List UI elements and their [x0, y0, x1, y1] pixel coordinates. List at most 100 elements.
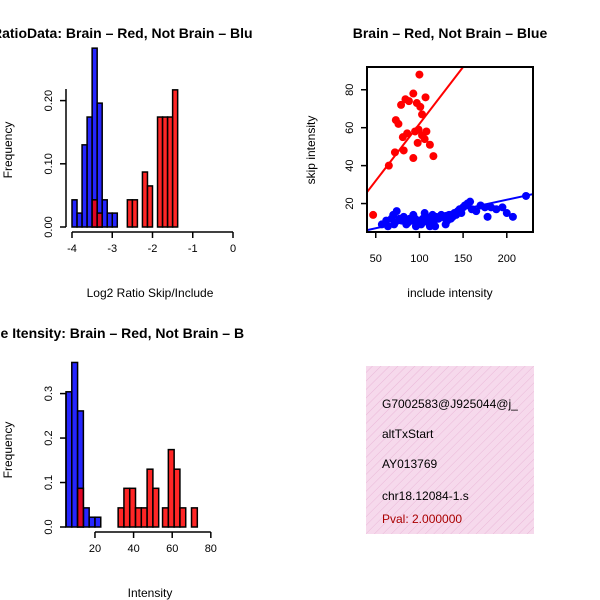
scatter-point	[409, 154, 418, 163]
histogram-bar	[96, 212, 103, 228]
y-tick-label: 0.1	[43, 475, 55, 490]
scatter-point	[483, 212, 492, 221]
histogram-bar	[166, 116, 174, 228]
y-tick-label: 20	[344, 197, 356, 209]
histogram-bar	[161, 116, 169, 228]
intensity-histogram-xlabel: Intensity	[128, 586, 173, 600]
histogram-bar	[81, 144, 88, 228]
scatter-point	[429, 152, 438, 161]
scatter-point	[409, 89, 418, 98]
scatter-point	[522, 191, 531, 200]
scatter-point	[441, 220, 450, 229]
x-tick-label: 20	[89, 543, 101, 555]
histogram-bar	[161, 507, 170, 528]
scatter-point	[415, 70, 424, 79]
histogram-bar	[65, 391, 73, 528]
histogram-bar	[140, 507, 148, 528]
scatter-point	[425, 140, 434, 149]
histogram-bar	[167, 448, 175, 528]
ratio-histogram-ylabel: Frequency	[1, 122, 15, 179]
y-tick-label: 0.20	[43, 90, 55, 111]
histogram-bar	[128, 487, 137, 528]
ratio-histogram: RatioData: Brain – Red, Not Brain – Blu …	[0, 25, 253, 300]
scatter-point	[422, 127, 431, 136]
scatter-point	[399, 212, 408, 221]
histogram-bar	[76, 487, 85, 528]
scatter-plot: Brain – Red, Not Brain – Blue include in…	[304, 25, 547, 300]
scatter-point	[383, 222, 392, 231]
x-tick-label: 80	[205, 543, 217, 555]
histogram-bar	[171, 89, 179, 228]
histogram-bar	[190, 507, 199, 528]
histogram-bar	[101, 199, 108, 228]
intensity-histogram-title: ne Itensity: Brain – Red, Not Brain – B	[0, 325, 244, 341]
scatter-point	[392, 207, 401, 216]
histogram-bar	[146, 468, 154, 528]
pval-text: Pval: 2.000000	[382, 512, 462, 526]
x-tick-label: -4	[67, 243, 77, 255]
y-tick-label: 0.00	[43, 216, 55, 237]
scatter-point	[421, 93, 430, 102]
scatter-point	[403, 129, 412, 138]
histogram-bar	[126, 199, 134, 228]
histogram-bar	[117, 507, 125, 528]
scatter-point	[480, 203, 489, 212]
x-tick-label: 150	[454, 253, 472, 265]
histogram-bar	[91, 199, 98, 228]
histogram-bar	[173, 468, 181, 528]
scatter-point	[390, 148, 399, 157]
y-tick-label: 0.10	[43, 153, 55, 174]
ratio-histogram-xlabel: Log2 Ratio Skip/Include	[87, 286, 214, 300]
scatter-point	[416, 102, 425, 111]
scatter-xlabel: include intensity	[407, 286, 492, 300]
ratio-histogram-title: RatioData: Brain – Red, Not Brain – Blu	[0, 25, 253, 41]
scatter-point	[399, 146, 408, 155]
scatter-point	[418, 110, 427, 119]
x-tick-label: -3	[107, 243, 117, 255]
intensity-histogram: ne Itensity: Brain – Red, Not Brain – B …	[0, 325, 244, 600]
histogram-bar	[82, 507, 90, 528]
histogram-bar	[152, 487, 160, 528]
probe-text: chr18.12084-1.s	[382, 489, 469, 503]
event-type-text: altTxStart	[382, 427, 434, 441]
x-tick-label: 60	[166, 543, 178, 555]
x-tick-label: 50	[370, 253, 382, 265]
histogram-bar	[146, 185, 154, 228]
x-tick-label: -2	[148, 243, 158, 255]
histogram-bar	[179, 507, 187, 528]
histogram-bar	[131, 199, 139, 228]
histogram-bar	[88, 516, 96, 528]
x-tick-label: 40	[127, 543, 139, 555]
x-tick-label: 100	[410, 253, 428, 265]
plot-frame	[366, 66, 534, 233]
histogram-bar	[106, 212, 113, 228]
scatter-ylabel: skip intensity	[304, 116, 318, 185]
histogram-bar	[71, 361, 79, 528]
info-panel: G7002583@J925044@j_ altTxStart AY013769 …	[366, 366, 534, 534]
y-tick-label: 0.2	[43, 430, 55, 445]
histogram-bar	[123, 487, 131, 528]
scatter-point	[502, 209, 511, 218]
y-tick-label: 0.3	[43, 386, 55, 401]
scatter-point	[492, 205, 501, 214]
scatter-point	[391, 116, 400, 125]
scatter-point	[431, 222, 440, 231]
scatter-point	[413, 138, 422, 147]
scatter-point	[390, 220, 399, 229]
x-tick-label: 200	[498, 253, 516, 265]
scatter-point	[404, 97, 413, 106]
scatter-title: Brain – Red, Not Brain – Blue	[353, 25, 548, 41]
scatter-point	[384, 161, 393, 170]
x-tick-label: -1	[188, 243, 198, 255]
y-tick-label: 60	[344, 122, 356, 134]
histogram-bar	[134, 507, 143, 528]
y-tick-label: 0.0	[43, 519, 55, 534]
accession-text: AY013769	[382, 457, 437, 471]
histogram-bar	[141, 171, 149, 228]
histogram-bar	[156, 116, 164, 228]
event-id-text: G7002583@J925044@j_	[382, 397, 518, 411]
intensity-histogram-ylabel: Frequency	[1, 422, 15, 479]
histogram-bar	[71, 199, 78, 228]
histogram-bar	[86, 116, 93, 228]
